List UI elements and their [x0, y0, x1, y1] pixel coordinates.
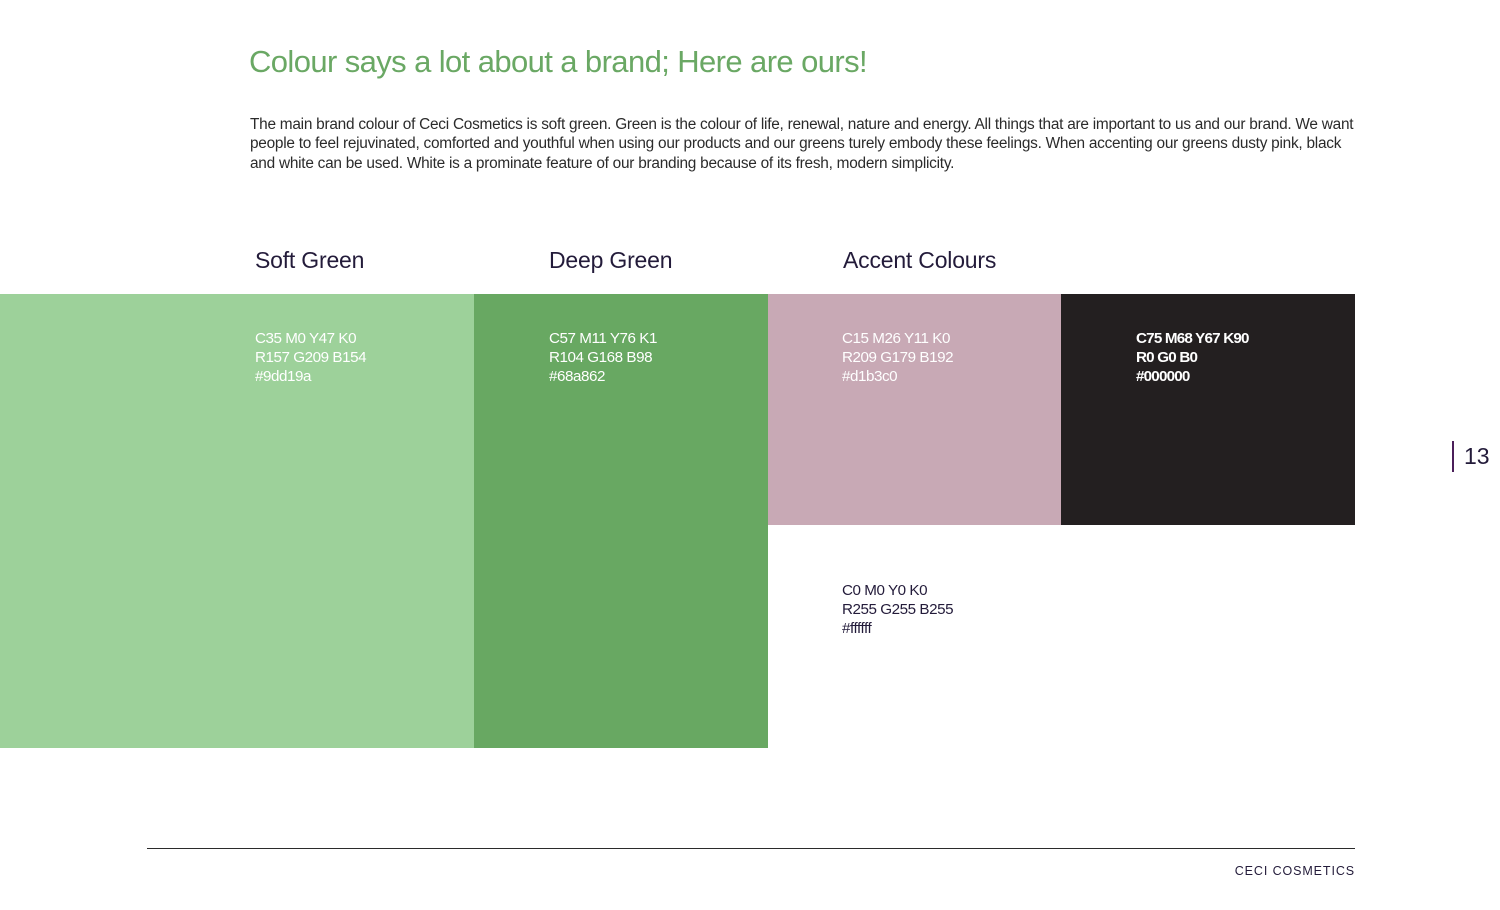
soft-green-swatch	[0, 294, 474, 748]
black-hex: #000000	[1136, 368, 1190, 386]
deep-green-hex: #68a862	[549, 368, 605, 386]
soft-green-cmyk: C35 M0 Y47 K0	[255, 330, 357, 347]
dusty-pink-swatch	[768, 294, 1061, 525]
dusty-pink-codes: C15 M26 Y11 K0 R209 G179 B192 #d1b3c0	[842, 329, 954, 387]
black-cmyk: C75 M68 Y67 K90	[1136, 330, 1249, 347]
deep-green-codes: C57 M11 Y76 K1 R104 G168 B98 #68a862	[549, 329, 657, 387]
white-codes: C0 M0 Y0 K0 R255 G255 B255 #ffffff	[842, 581, 954, 639]
soft-green-hex: #9dd19a	[255, 368, 311, 386]
dusty-pink-hex: #d1b3c0	[842, 368, 898, 386]
black-swatch	[1061, 294, 1355, 525]
white-rgb: R255 G255 B255	[842, 601, 954, 619]
deep-green-rgb: R104 G168 B98	[549, 349, 653, 367]
accent-colours-title: Accent Colours	[843, 247, 997, 273]
white-hex: #ffffff	[842, 620, 872, 638]
soft-green-codes: C35 M0 Y47 K0 R157 G209 B154 #9dd19a	[255, 329, 367, 387]
deep-green-swatch	[474, 294, 768, 748]
black-rgb: R0 G0 B0	[1136, 349, 1198, 367]
footer-divider	[147, 848, 1355, 849]
soft-green-title: Soft Green	[255, 247, 365, 273]
dusty-pink-rgb: R209 G179 B192	[842, 349, 954, 367]
footer-brand: CECI COSMETICS	[1234, 864, 1355, 878]
deep-green-title: Deep Green	[549, 247, 673, 273]
soft-green-rgb: R157 G209 B154	[255, 349, 367, 367]
page-number: 13	[1452, 441, 1490, 472]
white-swatch	[768, 525, 1061, 748]
white-cmyk: C0 M0 Y0 K0	[842, 582, 928, 599]
deep-green-cmyk: C57 M11 Y76 K1	[549, 330, 657, 347]
page-heading: Colour says a lot about a brand; Here ar…	[249, 44, 868, 79]
intro-paragraph: The main brand colour of Ceci Cosmetics …	[250, 116, 1354, 172]
dusty-pink-cmyk: C15 M26 Y11 K0	[842, 330, 950, 347]
black-codes: C75 M68 Y67 K90 R0 G0 B0 #000000	[1136, 329, 1249, 387]
